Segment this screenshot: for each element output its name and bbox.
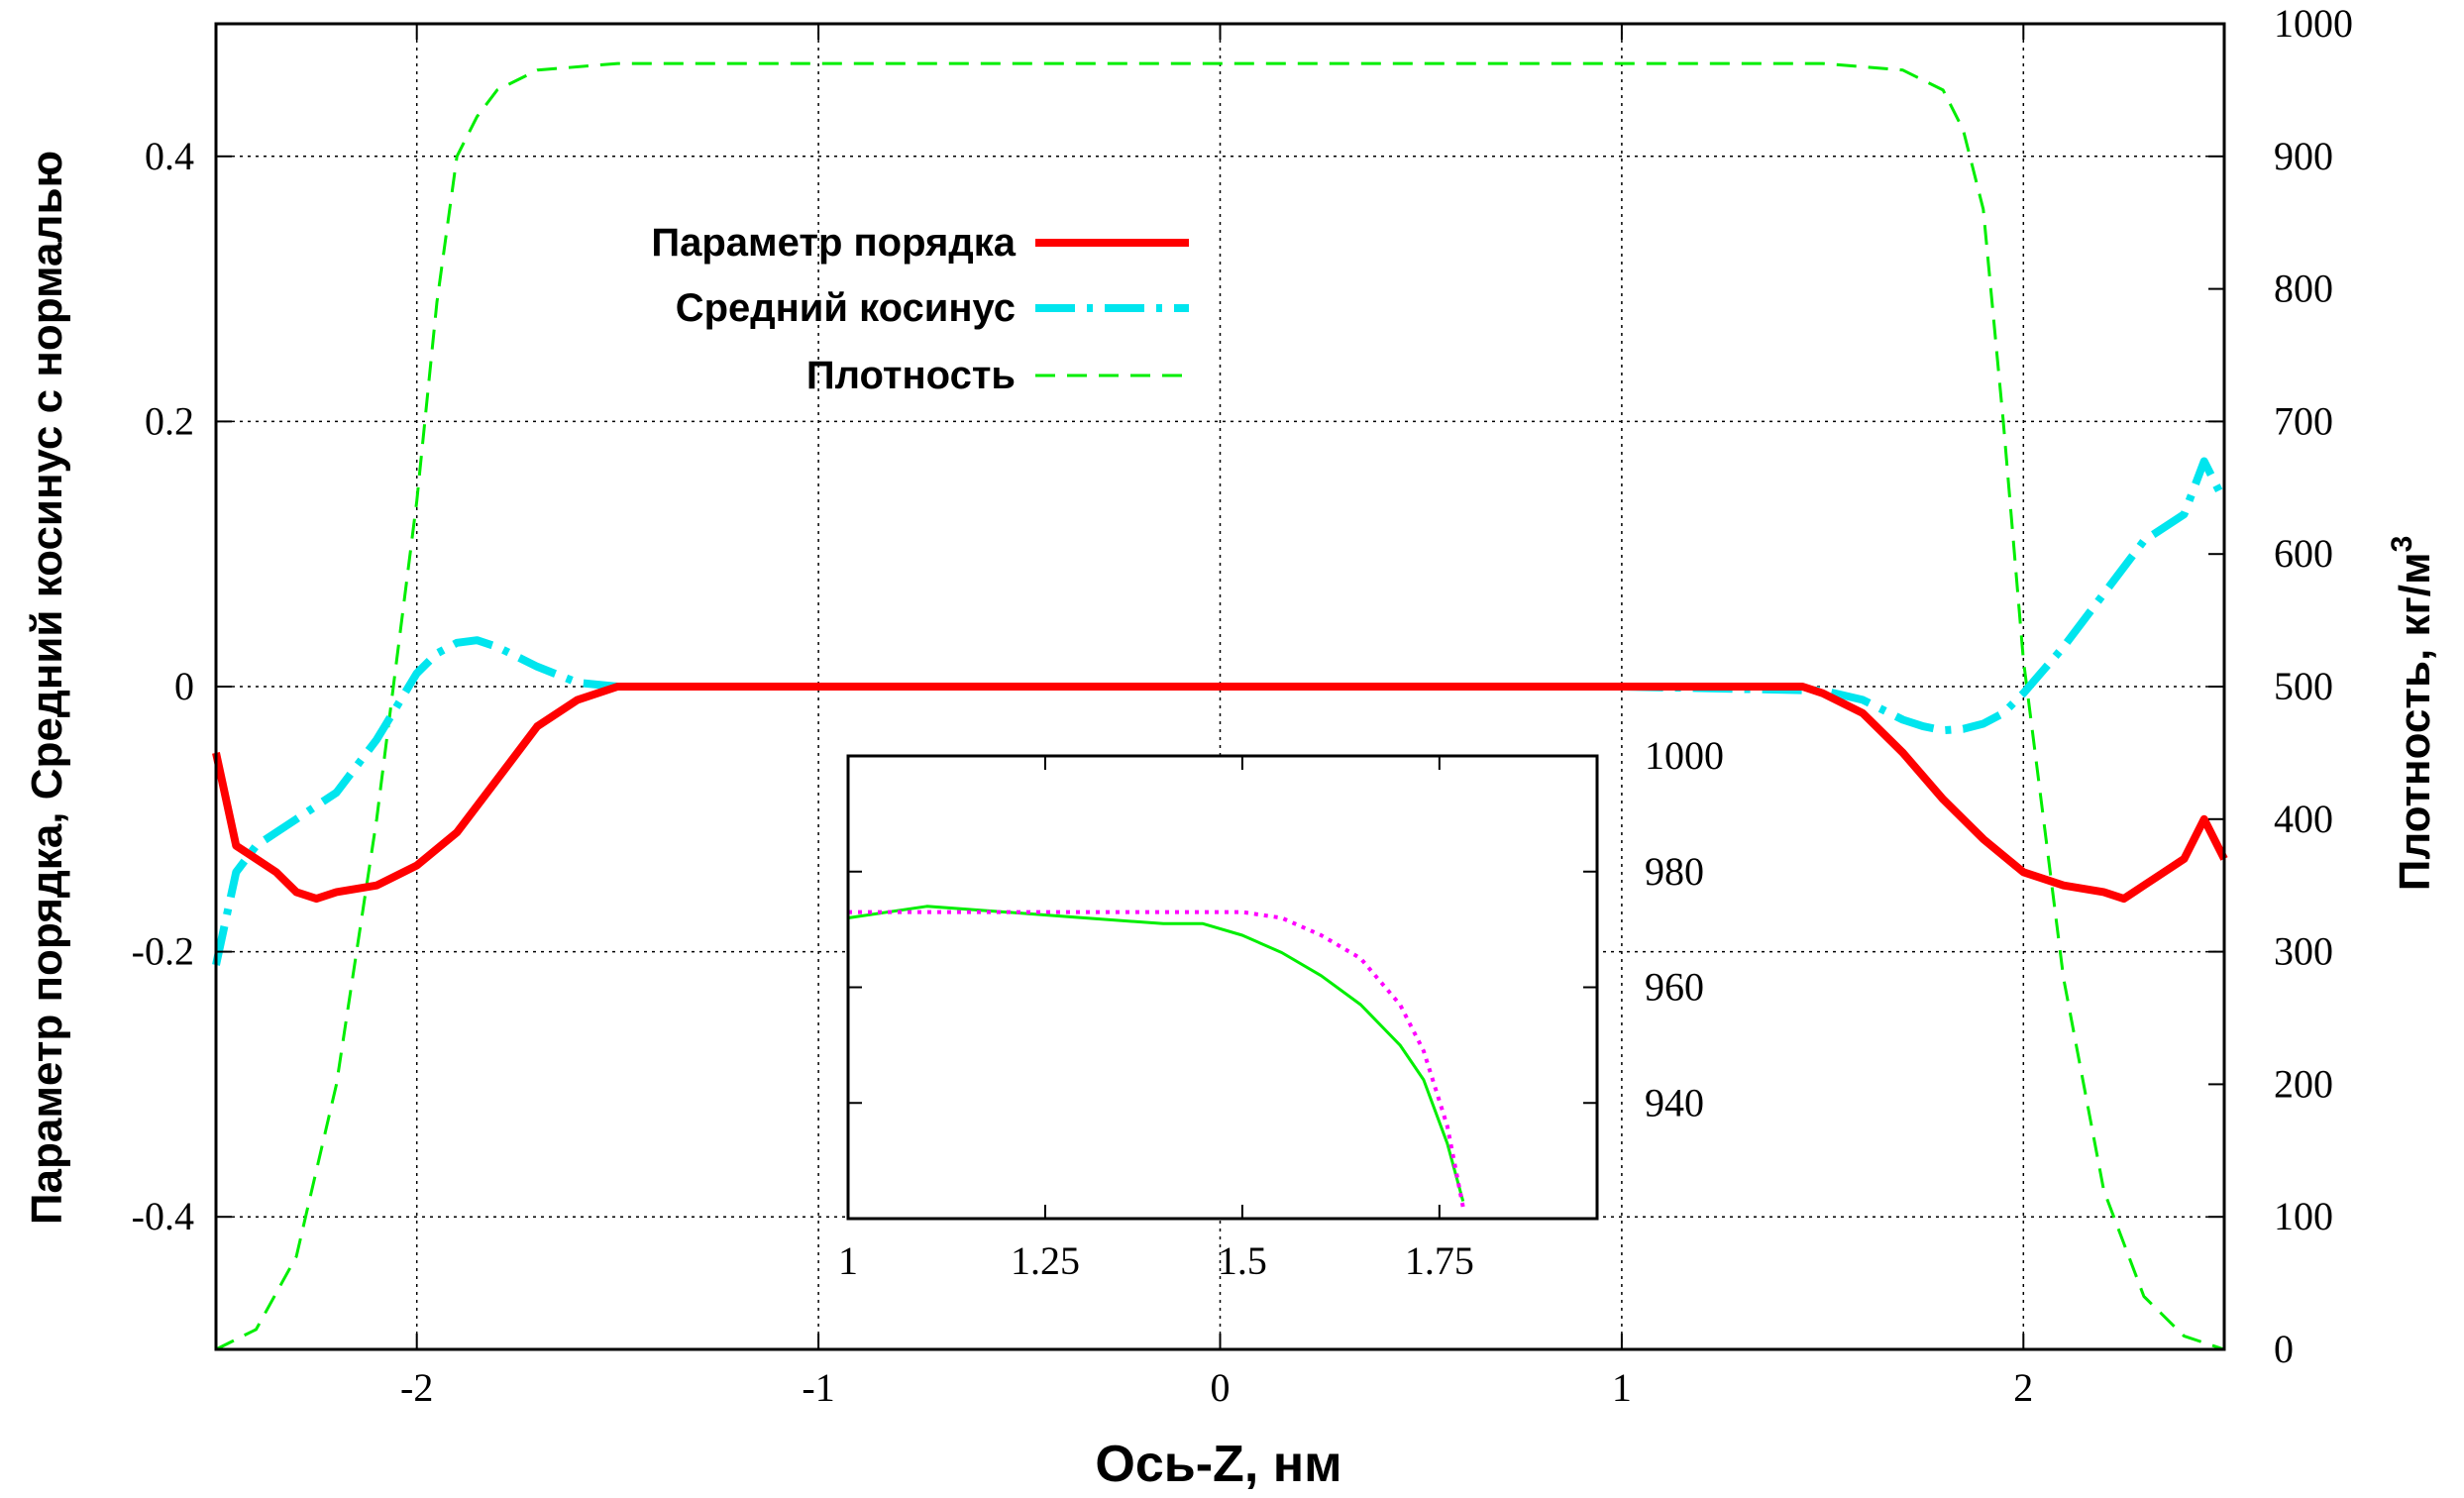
y2-tick-label: 0: [2274, 1327, 2294, 1371]
y2-axis-label: Плотность, кг/м3: [2386, 536, 2439, 892]
y2-axis-label-main: Плотность, кг/м: [2391, 552, 2439, 891]
y2-tick-label: 400: [2274, 797, 2333, 841]
inset-ticks: [847, 755, 1597, 1219]
y2-tick-label: 300: [2274, 929, 2333, 974]
y2-tick-label: 1000: [2274, 1, 2353, 46]
x-tick-label: 1: [1612, 1365, 1632, 1410]
inset-y-tick-labels: 940 960 980 1000: [1645, 733, 1724, 1124]
series-density: [215, 61, 2225, 1351]
y2-tick-labels: 0 100 200 300 400 500 600 700 800 900 1000: [2274, 1, 2353, 1371]
main-ticks: [216, 23, 2224, 1350]
y-tick-label: -0.2: [132, 929, 194, 974]
y2-tick-label: 500: [2274, 664, 2333, 708]
main-series: [212, 61, 2228, 1351]
legend-label-density: Плотность: [806, 354, 1016, 397]
y2-tick-label: 700: [2274, 398, 2333, 443]
x-tick-labels: -2 -1 0 1 2: [400, 1365, 2033, 1410]
x-tick-label: 0: [1211, 1365, 1231, 1410]
y-axis-label: Параметр порядка, Средний косинус с норм…: [23, 151, 71, 1225]
inset-x-tick-label: 1.5: [1218, 1238, 1267, 1283]
inset-y-tick-label: 960: [1645, 965, 1704, 1010]
y-tick-label: 0: [174, 664, 194, 708]
y-tick-label: 0.4: [145, 134, 194, 178]
y2-axis-label-superscript: 3: [2386, 536, 2418, 553]
x-tick-label: -1: [802, 1365, 834, 1410]
inset-y-tick-label: 980: [1645, 849, 1704, 894]
inset-series-fit: [848, 910, 1465, 1208]
inset-x-tick-label: 1: [838, 1238, 858, 1283]
y-tick-label: 0.2: [145, 398, 194, 443]
inset-background: [848, 756, 1597, 1219]
x-axis-label: Ось-Z, нм: [1095, 1436, 1341, 1493]
series-order-parameter: [212, 683, 2228, 904]
legend-label-order: Параметр порядка: [651, 221, 1016, 265]
y2-tick-label: 600: [2274, 531, 2333, 576]
y2-tick-label: 900: [2274, 134, 2333, 178]
y2-tick-label: 800: [2274, 267, 2333, 311]
inset-series: [847, 905, 1465, 1208]
inset-y-tick-label: 1000: [1645, 733, 1724, 778]
y-tick-label: -0.4: [132, 1194, 194, 1238]
y2-tick-label: 200: [2274, 1061, 2333, 1106]
x-tick-label: -2: [400, 1365, 433, 1410]
y2-tick-label: 100: [2274, 1194, 2333, 1238]
y-tick-labels: -0.4 -0.2 0 0.2 0.4: [132, 134, 194, 1238]
inset-y-tick-label: 940: [1645, 1080, 1704, 1124]
inset-x-tick-labels: 1 1.25 1.5 1.75: [838, 1238, 1474, 1283]
legend-label-cosine: Средний косинус: [676, 286, 1016, 330]
legend: Параметр порядка Средний косинус Плотнос…: [651, 221, 1189, 397]
x-tick-label: 2: [2013, 1365, 2033, 1410]
inset-x-tick-label: 1.25: [1011, 1238, 1080, 1283]
inset-x-tick-label: 1.75: [1405, 1238, 1474, 1283]
